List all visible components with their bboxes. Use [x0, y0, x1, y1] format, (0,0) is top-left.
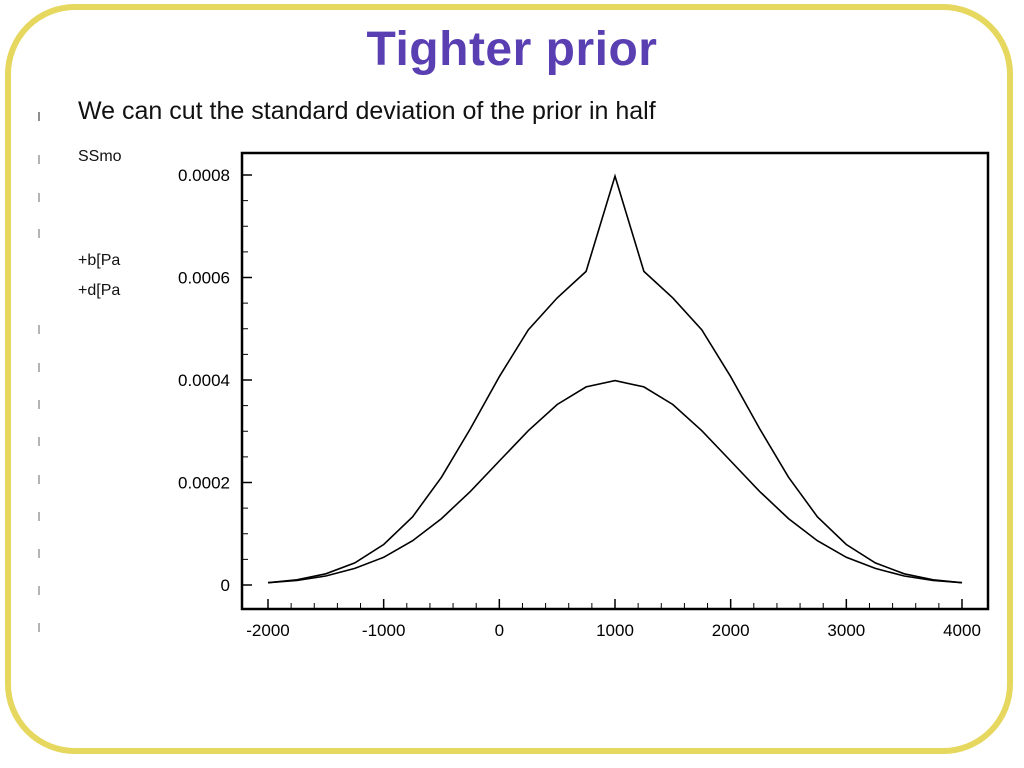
series-line-tight-prior: [267, 173, 963, 584]
y-tick-label: 0.0008: [178, 166, 230, 185]
slide-title: Tighter prior: [366, 23, 658, 76]
bullet-marker: [38, 512, 40, 521]
density-chart: -2000 -1000 0 1000 2000 3000 4000 0 0.0002 0.0004…: [178, 151, 990, 640]
bullet-marker: [38, 325, 40, 334]
fragment-text: SSmo: [78, 148, 122, 165]
y-tick-label: 0.0006: [178, 269, 230, 288]
y-tick-label: 0.0002: [178, 474, 230, 493]
bullet-marker: [38, 623, 40, 632]
bullet-marker: [38, 229, 40, 238]
x-tick-label: 3000: [827, 621, 865, 640]
bullet-marker: [38, 112, 40, 121]
bullet-marker: [38, 155, 40, 164]
bullet-marker: [38, 400, 40, 409]
bullet-marker: [38, 586, 40, 595]
series-line-wide-prior: [267, 379, 963, 584]
bullet-marker: [38, 193, 40, 202]
x-tick-label: 2000: [712, 621, 750, 640]
x-tick-label: 0: [495, 621, 504, 640]
x-tick-label: 1000: [596, 621, 634, 640]
fragment-text: +d[Pa: [78, 282, 121, 299]
bullet-marker: [38, 363, 40, 372]
x-tick-label: -1000: [362, 621, 405, 640]
bullet-marker: [38, 475, 40, 484]
bullet-text-main: We can cut the standard deviation of the…: [78, 97, 656, 125]
bullet-marker: [38, 549, 40, 558]
y-tick-label: 0.0004: [178, 371, 230, 390]
y-tick-label: 0: [221, 576, 230, 595]
x-tick-label: -2000: [246, 621, 289, 640]
x-tick-label: 4000: [943, 621, 981, 640]
fragment-text: +b[Pa: [78, 252, 121, 269]
chart-panel: -2000 -1000 0 1000 2000 3000 4000 0 0.0002 0.0004…: [130, 140, 992, 655]
bullet-marker: [38, 437, 40, 446]
